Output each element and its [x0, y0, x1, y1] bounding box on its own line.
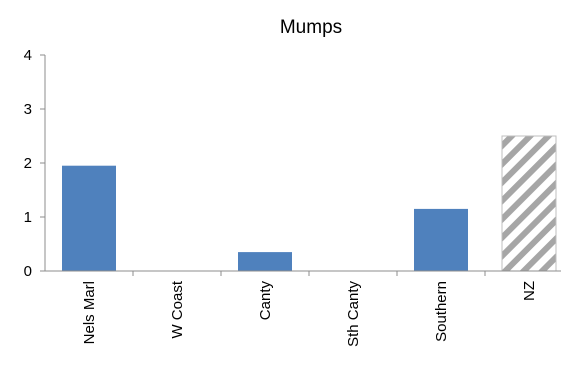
bar-southern	[414, 208, 468, 271]
chart-title: Mumps	[280, 17, 342, 38]
x-category-label: W Coast	[169, 280, 186, 338]
y-tick-label: 1	[24, 209, 32, 226]
bar-nz	[501, 135, 557, 272]
x-category-label: Southern	[433, 281, 450, 342]
x-category-label: Canty	[257, 281, 274, 321]
x-category-label: Sth Canty	[345, 281, 362, 347]
bars-group	[62, 135, 557, 272]
y-tick-label: 3	[24, 101, 32, 118]
bar-canty	[238, 252, 292, 271]
y-tick-label: 0	[24, 263, 32, 280]
x-axis: Nels Marl W Coast Canty Sth Canty Southern NZ	[45, 270, 561, 347]
x-category-label: NZ	[521, 281, 538, 301]
y-axis: 0 1 2 3 4	[24, 47, 46, 280]
x-category-label: Nels Marl	[81, 281, 98, 344]
y-tick-label: 2	[24, 155, 32, 172]
bar-nels-marl	[62, 165, 116, 271]
y-tick-label: 4	[24, 47, 32, 64]
